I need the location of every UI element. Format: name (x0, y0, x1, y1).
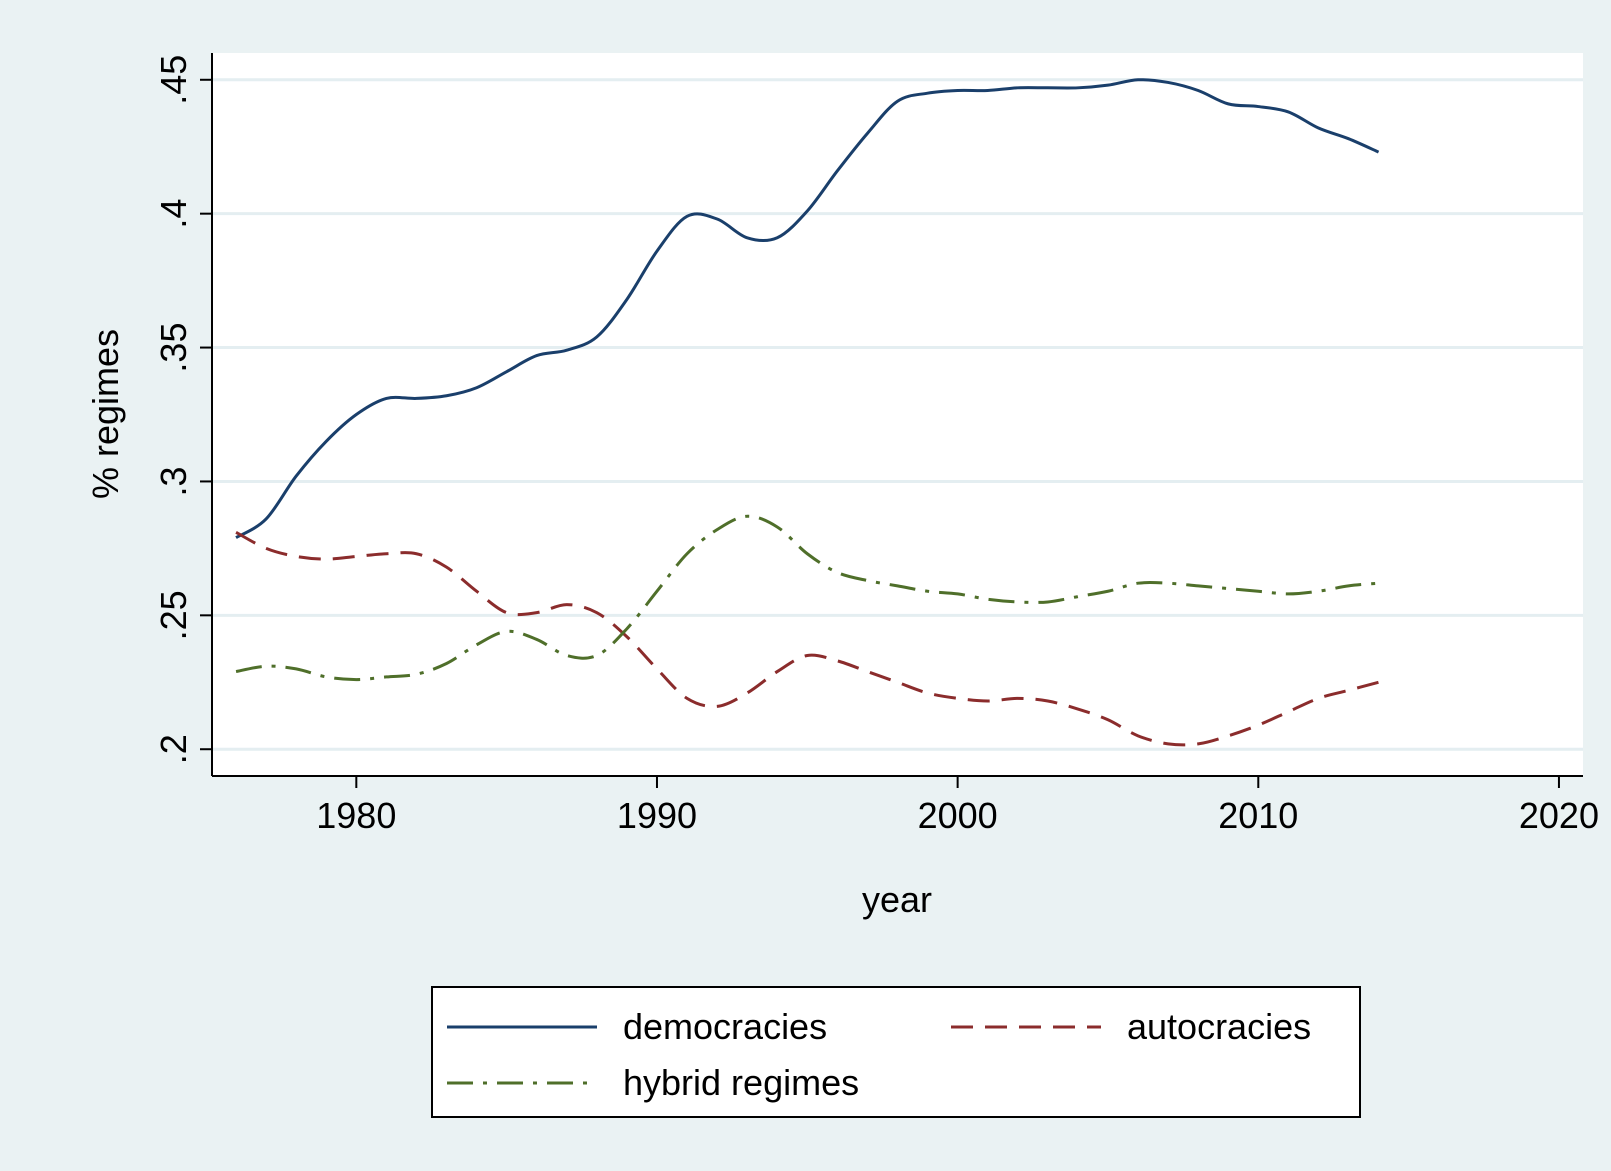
x-tick-label: 1980 (316, 795, 396, 836)
series-line-autocracies (235, 530, 1379, 747)
series-line-hybrid-regimes (235, 514, 1379, 682)
series-layer (235, 78, 1380, 747)
legend-label: autocracies (1127, 1006, 1311, 1047)
axes: .2 .25 .3 .35 .4 .45 1980 1990 2000 2010 2020 (153, 53, 1599, 836)
x-tick-label: 2020 (1519, 795, 1599, 836)
y-tick-label: .4 (153, 199, 194, 229)
legend-box (431, 986, 1361, 1118)
x-tick-label: 2010 (1218, 795, 1298, 836)
y-axis-title: % regimes (85, 329, 126, 499)
y-tick-label: .2 (153, 734, 194, 764)
y-tick-label: .35 (153, 323, 194, 373)
y-tick-label: .3 (153, 466, 194, 496)
plot-area (212, 53, 1583, 776)
legend-label: hybrid regimes (623, 1062, 859, 1103)
series-line-democracies (235, 78, 1380, 539)
y-tick-label: .25 (153, 590, 194, 640)
grid-lines (212, 78, 1583, 751)
y-tick-label: .45 (153, 55, 194, 105)
legend: democracies autocracies hybrid regimes (431, 986, 1361, 1118)
x-tick-label: 1990 (617, 795, 697, 836)
x-axis-title: year (862, 879, 932, 920)
legend-label: democracies (623, 1006, 827, 1047)
x-tick-label: 2000 (918, 795, 998, 836)
